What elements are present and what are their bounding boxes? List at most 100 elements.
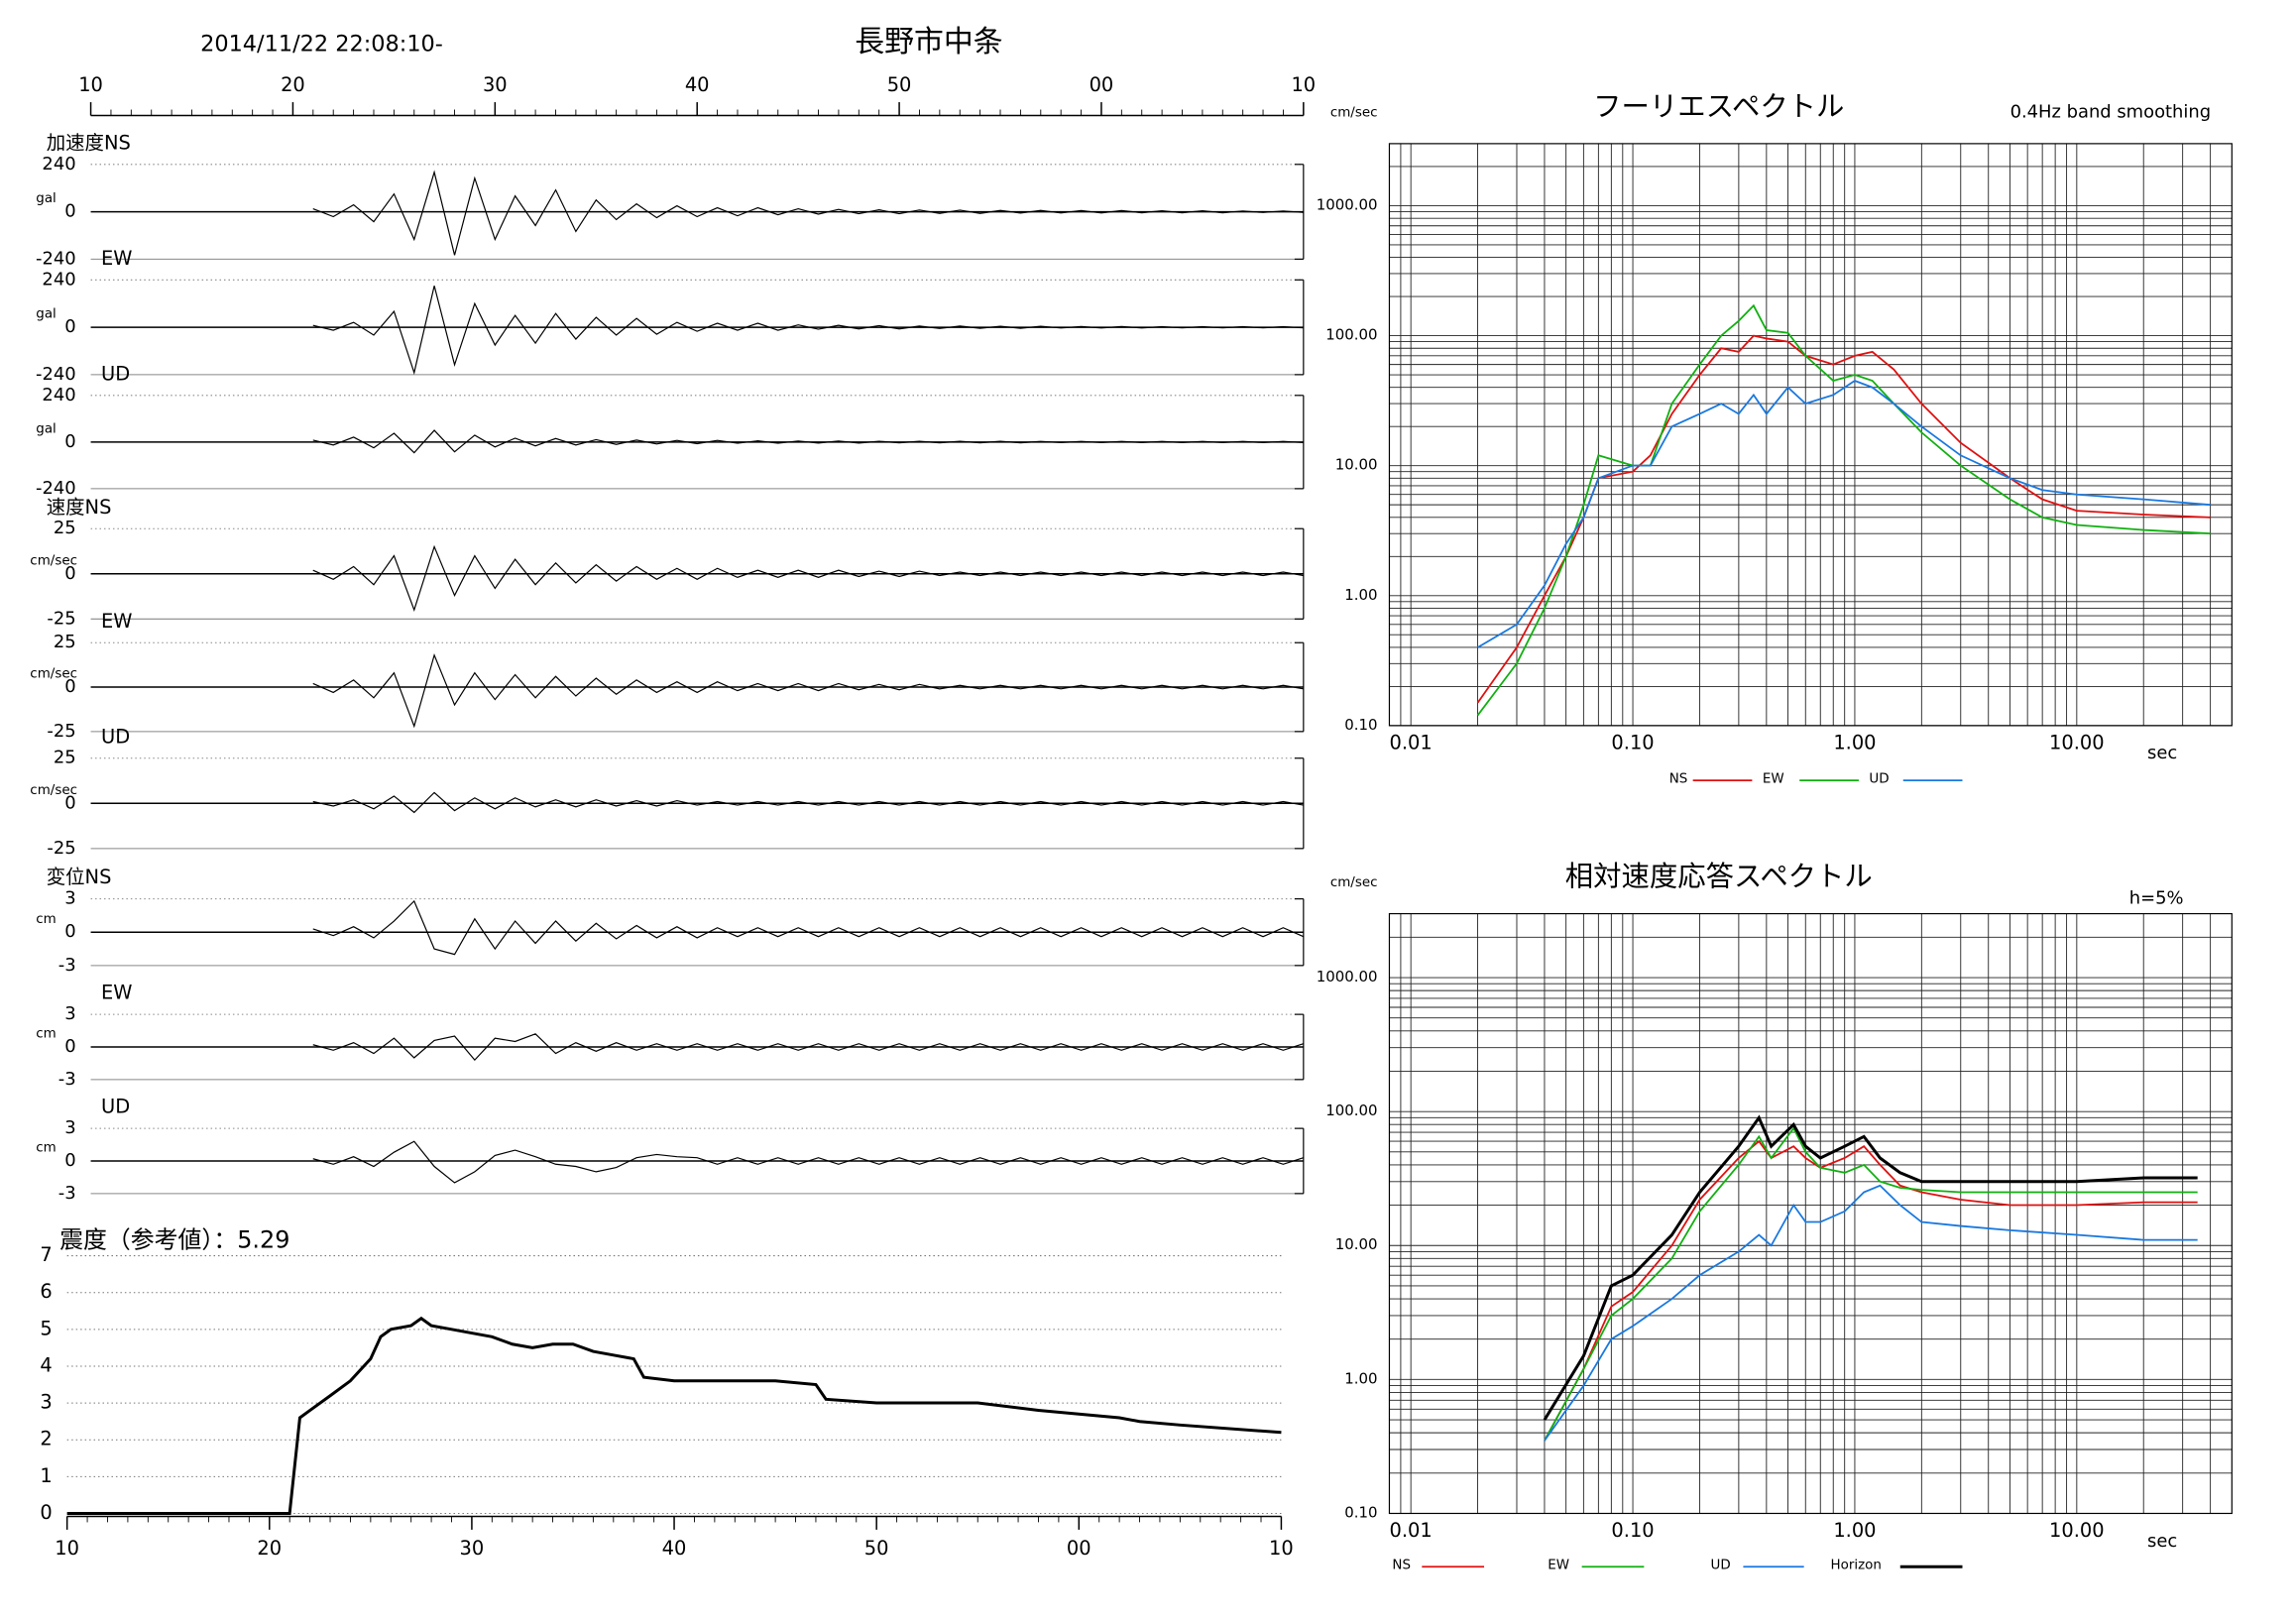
y-tick-label: 100.00	[1325, 326, 1377, 344]
panel-label: EW	[101, 247, 132, 270]
spectrum-line	[1544, 1126, 2198, 1442]
x-tick-label: 00	[1067, 1537, 1091, 1560]
legend-label: Horizon	[1831, 1559, 1882, 1573]
unit-label: gal	[36, 191, 57, 206]
y-tick-label: 4	[40, 1353, 52, 1376]
y-tick-label: 1.00	[1344, 1369, 1377, 1387]
unit-label: gal	[36, 421, 57, 436]
y-tick-label: -3	[58, 1069, 76, 1090]
x-tick-label: 30	[483, 73, 508, 96]
x-tick-label: 0.01	[1390, 1519, 1433, 1542]
legend-label: UD	[1869, 772, 1889, 787]
x-tick-label: 1.00	[1833, 1519, 1876, 1542]
y-tick-label: -25	[47, 608, 75, 629]
annotation: h=5%	[2129, 888, 2184, 909]
waveform-trace	[312, 791, 1304, 814]
y-tick-label: 240	[42, 154, 75, 174]
y-tick-label: 0.10	[1344, 1503, 1377, 1521]
unit-label: cm	[36, 1027, 56, 1042]
y-tick-label: 0	[64, 431, 75, 452]
y-tick-label: -240	[36, 364, 76, 385]
y-tick-label: 3	[64, 1117, 75, 1138]
panel-label: EW	[101, 982, 132, 1004]
y-tick-label: 0	[40, 1501, 52, 1524]
panel-label: EW	[101, 610, 132, 633]
y-tick-label: 1000.00	[1317, 195, 1378, 213]
waveform-trace	[312, 544, 1304, 613]
datetime: 2014/11/22 22:08:10-	[200, 31, 443, 57]
y-tick-label: 0	[64, 201, 75, 222]
y-tick-label: 0	[64, 1036, 75, 1057]
unit-label: cm	[36, 1141, 56, 1156]
spectrum-line	[1477, 380, 2211, 648]
legend-label: NS	[1392, 1559, 1411, 1573]
x-tick-label: 0.10	[1611, 731, 1654, 754]
x-tick-label: 0.01	[1390, 731, 1433, 754]
panel-label: UD	[101, 725, 130, 748]
station: 長野市中条	[855, 25, 1002, 59]
y-tick-label: 1.00	[1344, 586, 1377, 604]
x-tick-label: 10	[78, 73, 103, 96]
y-axis-label: cm/sec	[1330, 875, 1378, 890]
plot-frame	[1388, 912, 2233, 1515]
x-tick-label: 20	[281, 73, 305, 96]
x-tick-label: 00	[1090, 73, 1114, 96]
y-tick-label: -240	[36, 478, 76, 499]
y-tick-label: 0	[64, 1150, 75, 1171]
spectrum-line	[1544, 1184, 2198, 1442]
panel-label: UD	[101, 362, 130, 385]
y-tick-label: 3	[40, 1391, 52, 1414]
chart-subtitle: 0.4Hz band smoothing	[2010, 102, 2212, 123]
y-tick-label: 3	[64, 888, 75, 909]
x-axis-label: sec	[2147, 743, 2177, 763]
legend-label: EW	[1763, 772, 1784, 787]
y-tick-label: 240	[42, 385, 75, 406]
waveform-trace	[312, 1140, 1305, 1184]
x-tick-label: 10	[55, 1537, 79, 1560]
chart-title: 震度（参考値）：5.29	[59, 1226, 289, 1254]
y-tick-label: -3	[58, 1183, 76, 1204]
panel-label: 変位NS	[47, 866, 112, 888]
y-tick-label: 25	[54, 632, 76, 652]
y-tick-label: 7	[40, 1243, 52, 1266]
unit-label: cm	[36, 912, 56, 927]
waveform-trace	[312, 429, 1304, 454]
waveform-trace	[312, 170, 1304, 256]
panel-label: 加速度NS	[47, 131, 131, 154]
waveform-trace	[312, 652, 1304, 729]
y-tick-label: 2	[40, 1428, 52, 1450]
x-tick-label: 1.00	[1833, 731, 1876, 754]
y-tick-label: 0	[64, 921, 75, 942]
spectrum-line	[1544, 1139, 2198, 1442]
y-tick-label: 25	[54, 748, 76, 768]
x-tick-label: 10.00	[2049, 1519, 2105, 1542]
x-tick-label: 50	[887, 73, 912, 96]
legend-label: EW	[1548, 1559, 1569, 1573]
y-tick-label: -3	[58, 955, 76, 976]
y-tick-label: 0	[64, 563, 75, 584]
y-tick-label: -240	[36, 248, 76, 269]
unit-label: gal	[36, 307, 57, 322]
x-tick-label: 10.00	[2049, 731, 2105, 754]
y-axis-label: cm/sec	[1330, 106, 1378, 121]
x-tick-label: 40	[685, 73, 710, 96]
unit-label: cm/sec	[30, 783, 77, 798]
x-tick-label: 30	[460, 1537, 485, 1560]
y-tick-label: 0	[64, 316, 75, 337]
x-tick-label: 20	[257, 1537, 282, 1560]
chart-title: フーリエスペクトル	[1593, 90, 1844, 123]
spectrum-line	[1476, 303, 2211, 716]
y-tick-label: 10.00	[1335, 456, 1378, 474]
y-tick-label: 10.00	[1335, 1235, 1378, 1253]
panel-label: 速度NS	[47, 496, 112, 519]
plot-frame	[1388, 143, 2233, 727]
x-tick-label: 50	[864, 1537, 889, 1560]
y-tick-label: -25	[47, 721, 75, 742]
y-tick-label: 0.10	[1344, 716, 1377, 734]
panel-label: UD	[101, 1096, 130, 1118]
y-tick-label: 0	[64, 676, 75, 697]
spectrum-line	[1543, 1114, 2198, 1421]
y-tick-label: 1	[40, 1464, 52, 1487]
